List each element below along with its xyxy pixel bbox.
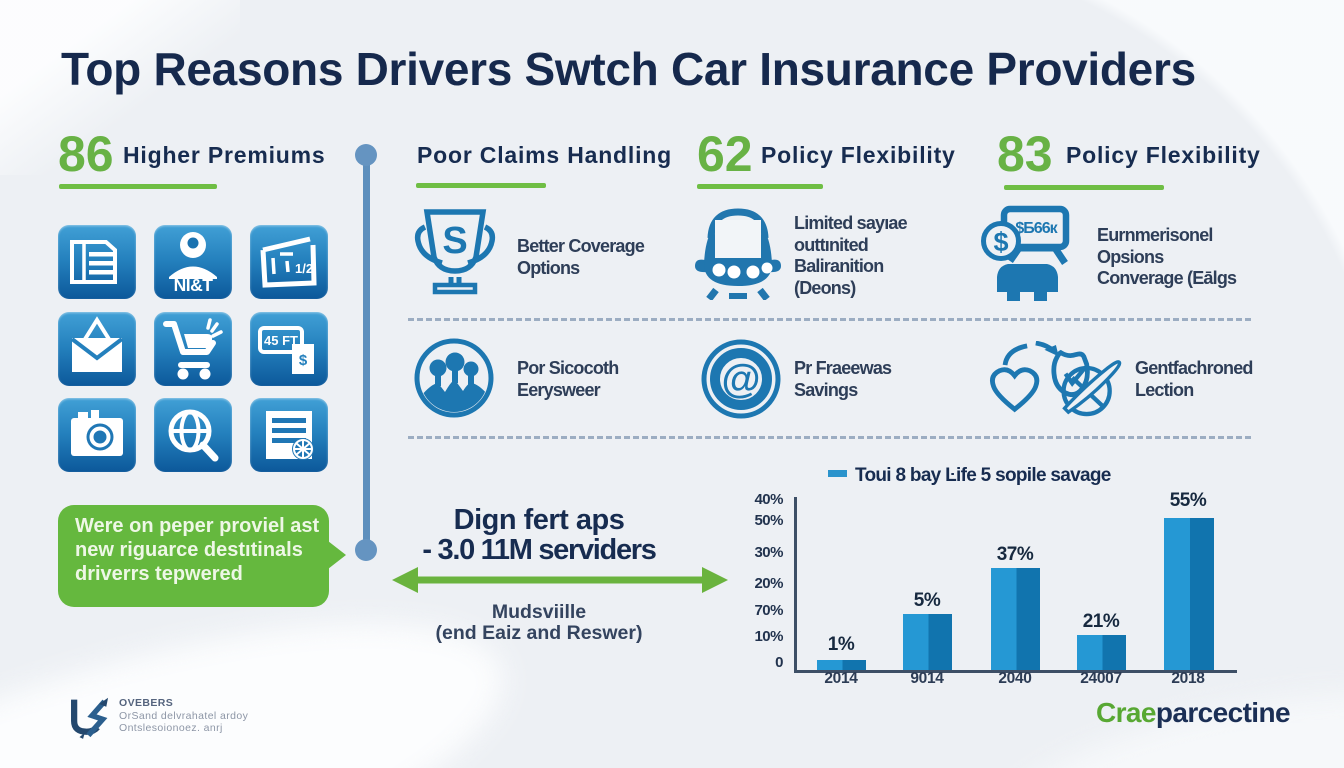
svg-text:$Б66к: $Б66к: [1015, 220, 1058, 237]
svg-text:@: @: [721, 357, 760, 401]
svg-text:S: S: [442, 220, 467, 262]
svg-text:NI&T: NI&T: [174, 275, 214, 295]
svg-text:$: $: [993, 227, 1008, 257]
svg-text:45 FT: 45 FT: [264, 333, 298, 348]
svg-text:1/2: 1/2: [295, 261, 313, 276]
svg-text:$: $: [299, 352, 308, 369]
